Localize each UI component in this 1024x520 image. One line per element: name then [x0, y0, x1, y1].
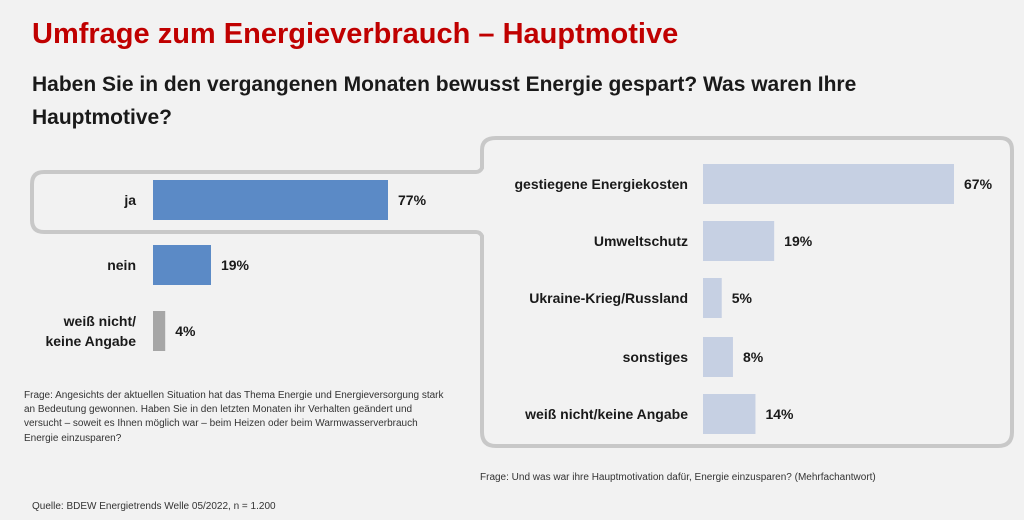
category-label-right-3: sonstiges	[623, 349, 689, 365]
value-label-left-1: 19%	[221, 257, 250, 273]
question-note-left: Frage: Angesichts der aktuellen Situatio…	[24, 390, 444, 444]
category-label-left-1: nein	[107, 257, 136, 273]
category-label-right-4: weiß nicht/keine Angabe	[524, 406, 688, 422]
category-label-right-2: Ukraine-Krieg/Russland	[529, 290, 688, 306]
bar-left-0	[153, 180, 388, 220]
bar-right-0	[703, 164, 954, 204]
value-label-right-4: 14%	[765, 406, 794, 422]
bar-left-2	[153, 311, 166, 351]
category-label-right-0: gestiegene Energiekosten	[514, 176, 688, 192]
value-label-right-1: 19%	[784, 233, 813, 249]
bar-right-4	[703, 394, 756, 434]
value-label-left-0: 77%	[398, 192, 427, 208]
bar-right-1	[703, 221, 775, 261]
category-label-left-2: weiß nicht/keine Angabe	[45, 313, 136, 349]
page-title: Umfrage zum Energieverbrauch – Hauptmoti…	[32, 18, 679, 50]
bar-right-3	[703, 337, 733, 377]
category-label-left-0: ja	[123, 192, 136, 208]
right-bar-chart: gestiegene Energiekosten 67% Umweltschutz 1…	[514, 164, 993, 434]
source-note: Quelle: BDEW Energietrends Welle 05/2022…	[32, 501, 276, 512]
left-bar-chart: ja 77% nein 19% weiß nicht/keine Angabe 4%	[45, 180, 427, 351]
value-label-right-3: 8%	[743, 349, 764, 365]
question-note-right: Frage: Und was war ihre Hauptmotivation …	[480, 472, 876, 483]
value-label-right-2: 5%	[732, 290, 753, 306]
value-label-right-0: 67%	[964, 176, 993, 192]
callout-outline	[30, 136, 1014, 448]
bar-left-1	[153, 245, 211, 285]
category-label-right-1: Umweltschutz	[594, 233, 688, 249]
page-subtitle: Haben Sie in den vergangenen Monaten bew…	[32, 73, 857, 129]
bar-right-2	[703, 278, 722, 318]
value-label-left-2: 4%	[175, 323, 196, 339]
